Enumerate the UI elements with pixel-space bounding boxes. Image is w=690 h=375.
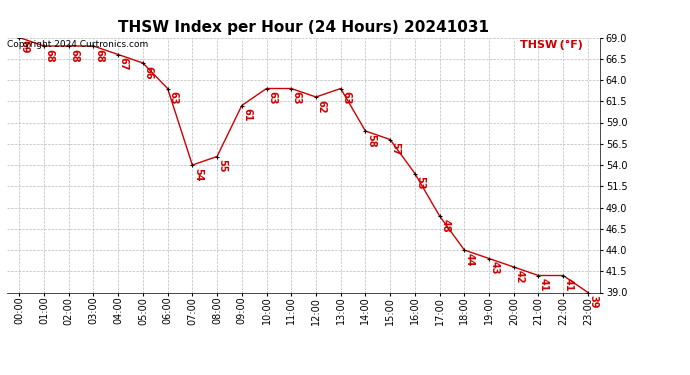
Text: 58: 58 — [366, 134, 376, 147]
Text: 61: 61 — [242, 108, 253, 122]
Text: 41: 41 — [539, 278, 549, 292]
Text: 55: 55 — [217, 159, 228, 173]
Text: 62: 62 — [317, 100, 326, 113]
Text: 69: 69 — [20, 40, 30, 54]
Text: 43: 43 — [490, 261, 500, 275]
Text: 68: 68 — [69, 49, 79, 62]
Text: 53: 53 — [415, 176, 426, 190]
Text: 63: 63 — [342, 91, 351, 105]
Text: 39: 39 — [589, 295, 598, 309]
Text: 42: 42 — [514, 270, 524, 283]
Text: 63: 63 — [168, 91, 178, 105]
Text: 48: 48 — [440, 219, 450, 232]
Text: 63: 63 — [292, 91, 302, 105]
Text: 44: 44 — [465, 253, 475, 266]
Text: Copyright 2024 Curtronics.com: Copyright 2024 Curtronics.com — [8, 40, 149, 49]
Text: 68: 68 — [94, 49, 104, 62]
Text: 54: 54 — [193, 168, 203, 181]
Text: 68: 68 — [45, 49, 55, 62]
Title: THSW Index per Hour (24 Hours) 20241031: THSW Index per Hour (24 Hours) 20241031 — [118, 20, 489, 35]
Text: 63: 63 — [267, 91, 277, 105]
Text: 66: 66 — [144, 66, 153, 79]
Text: THSW (°F): THSW (°F) — [520, 40, 583, 50]
Text: 41: 41 — [564, 278, 574, 292]
Text: 67: 67 — [119, 57, 129, 71]
Text: 57: 57 — [391, 142, 401, 156]
